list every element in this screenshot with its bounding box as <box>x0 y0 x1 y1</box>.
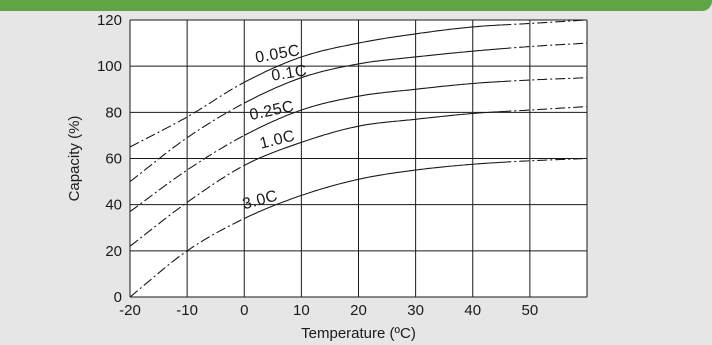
x-tick-label: -10 <box>176 302 198 319</box>
x-tick-label: 30 <box>407 302 424 319</box>
x-axis-label: Temperature (ºC) <box>301 325 416 342</box>
x-tick-label: 0 <box>240 302 248 319</box>
series-extrapolation-cold <box>129 81 245 148</box>
y-tick-label: 60 <box>105 151 122 168</box>
x-tick-label: 10 <box>293 302 310 319</box>
series-extrapolation-warm <box>501 106 588 113</box>
y-tick-label: 0 <box>114 289 122 306</box>
x-tick-label: 40 <box>464 302 481 319</box>
series-extrapolation-warm <box>501 42 588 50</box>
series-3.0C-line <box>129 157 588 298</box>
series-1.0C-line <box>129 106 588 247</box>
series-solid <box>244 24 502 83</box>
y-axis-label: Capacity (%) <box>66 116 83 202</box>
series-0.05C-line <box>129 19 588 148</box>
series-extrapolation-cold <box>129 164 245 247</box>
series-solid <box>244 48 502 104</box>
series-solid <box>244 161 502 219</box>
series-solid <box>244 111 502 166</box>
series-0.1C-line <box>129 42 588 183</box>
series-label: 0.1C <box>270 62 308 84</box>
series-extrapolation-warm <box>501 77 588 83</box>
y-tick-label: 120 <box>97 12 122 29</box>
y-tick-label: 100 <box>97 58 122 75</box>
series-solid <box>244 80 502 136</box>
x-tick-label: -20 <box>119 302 141 319</box>
x-tick-label: 50 <box>522 302 539 319</box>
series-extrapolation-warm <box>501 19 588 26</box>
series-0.25C-line <box>129 77 588 213</box>
series-extrapolation-cold <box>129 102 245 183</box>
y-tick-label: 40 <box>105 197 122 214</box>
top-accent-bar <box>0 0 712 11</box>
series-extrapolation-cold <box>129 218 245 298</box>
series-extrapolation-cold <box>129 134 245 213</box>
y-tick-label: 80 <box>105 104 122 121</box>
x-tick-label: 20 <box>350 302 367 319</box>
y-tick-label: 20 <box>105 243 122 260</box>
series-extrapolation-warm <box>501 157 588 163</box>
